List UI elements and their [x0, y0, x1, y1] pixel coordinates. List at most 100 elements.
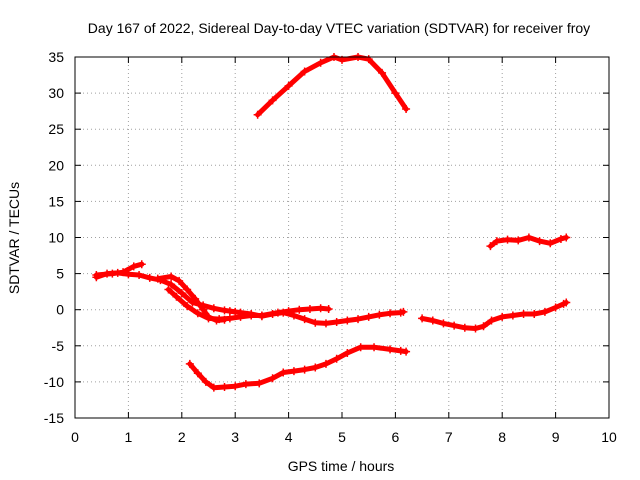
- data-point: [540, 307, 549, 316]
- data-point: [535, 237, 544, 246]
- data-point: [498, 312, 507, 321]
- y-tick-label: -5: [52, 338, 65, 354]
- data-point: [487, 316, 496, 325]
- data-point: [279, 368, 288, 377]
- data-point: [364, 312, 373, 321]
- data-point: [191, 294, 200, 303]
- data-point: [418, 314, 427, 323]
- x-tick-label: 10: [601, 429, 617, 445]
- data-point: [172, 292, 181, 301]
- data-point: [300, 67, 309, 76]
- data-point: [492, 237, 501, 246]
- data-point: [185, 359, 194, 368]
- data-point: [370, 343, 379, 352]
- data-point: [177, 289, 186, 298]
- data-point: [332, 317, 341, 326]
- x-tick-label: 2: [178, 429, 186, 445]
- x-tick-label: 6: [392, 429, 400, 445]
- x-tick-label: 1: [125, 429, 133, 445]
- series-arc-top: [255, 54, 409, 118]
- data-point: [236, 308, 245, 317]
- data-point: [311, 363, 320, 372]
- data-point: [399, 307, 408, 316]
- x-tick-label: 3: [231, 429, 239, 445]
- data-point: [289, 367, 298, 376]
- x-axis-label: GPS time / hours: [288, 458, 395, 474]
- data-point: [519, 310, 528, 319]
- data-point: [321, 319, 330, 328]
- data-point: [145, 273, 154, 282]
- x-tick-label: 8: [498, 429, 506, 445]
- data-point: [215, 315, 224, 324]
- data-point: [193, 309, 202, 318]
- data-point: [391, 89, 400, 98]
- data-point: [268, 96, 277, 105]
- data-point: [551, 303, 560, 312]
- x-tick-label: 4: [285, 429, 293, 445]
- y-tick-label: 30: [48, 85, 64, 101]
- data-point: [231, 382, 240, 391]
- gridlines: [75, 57, 609, 418]
- data-point: [562, 298, 571, 307]
- data-point: [284, 81, 293, 90]
- x-tick-label: 5: [338, 429, 346, 445]
- data-point: [253, 110, 262, 119]
- data-point: [92, 271, 101, 280]
- data-point: [209, 383, 218, 392]
- data-point: [255, 379, 264, 388]
- data-point: [508, 311, 517, 320]
- y-tick-label: 5: [56, 266, 64, 282]
- x-tick-label: 9: [552, 429, 560, 445]
- y-tick-label: 15: [48, 193, 64, 209]
- data-point: [135, 271, 144, 280]
- data-point: [546, 239, 555, 248]
- data-point: [354, 315, 363, 324]
- y-tick-label: -15: [44, 410, 64, 426]
- chart-title: Day 167 of 2022, Sidereal Day-to-day VTE…: [88, 20, 590, 36]
- data-point: [479, 322, 488, 331]
- data-point: [386, 345, 395, 354]
- data-point: [450, 321, 459, 330]
- data-point: [225, 307, 234, 316]
- data-point: [300, 315, 309, 324]
- data-point: [257, 312, 266, 321]
- data-point: [108, 269, 117, 278]
- data-point: [201, 377, 210, 386]
- data-point: [220, 382, 229, 391]
- data-point: [199, 305, 208, 314]
- data-point: [164, 285, 173, 294]
- data-point: [225, 314, 234, 323]
- data-point: [241, 380, 250, 389]
- data-point: [562, 233, 571, 242]
- tick-labels: 0 1 2 3 4 5 6 7 8 9 10 -15 -10 -5 0 5 10 15 20 25 30 35: [44, 49, 617, 445]
- data-point: [503, 235, 512, 244]
- data-point: [530, 310, 539, 319]
- data-point: [175, 276, 184, 285]
- data-point: [295, 305, 304, 314]
- data-point: [402, 347, 411, 356]
- data-point: [119, 268, 128, 277]
- data-point: [279, 308, 288, 317]
- data-point: [556, 234, 565, 243]
- y-tick-label: 25: [48, 121, 64, 137]
- data-point: [343, 349, 352, 358]
- data-point: [460, 323, 469, 332]
- data-point: [439, 319, 448, 328]
- data-point: [300, 365, 309, 374]
- data-point: [268, 310, 277, 319]
- data-series: [92, 53, 571, 392]
- data-point: [364, 55, 373, 64]
- data-point: [324, 304, 333, 313]
- data-point: [167, 280, 176, 289]
- data-point: [375, 310, 384, 319]
- data-point: [183, 302, 192, 311]
- x-tick-label: 7: [445, 429, 453, 445]
- data-point: [289, 311, 298, 320]
- data-point: [204, 314, 213, 323]
- data-point: [129, 262, 138, 271]
- data-point: [514, 236, 523, 245]
- data-point: [402, 104, 411, 113]
- data-point: [311, 318, 320, 327]
- data-point: [167, 272, 176, 281]
